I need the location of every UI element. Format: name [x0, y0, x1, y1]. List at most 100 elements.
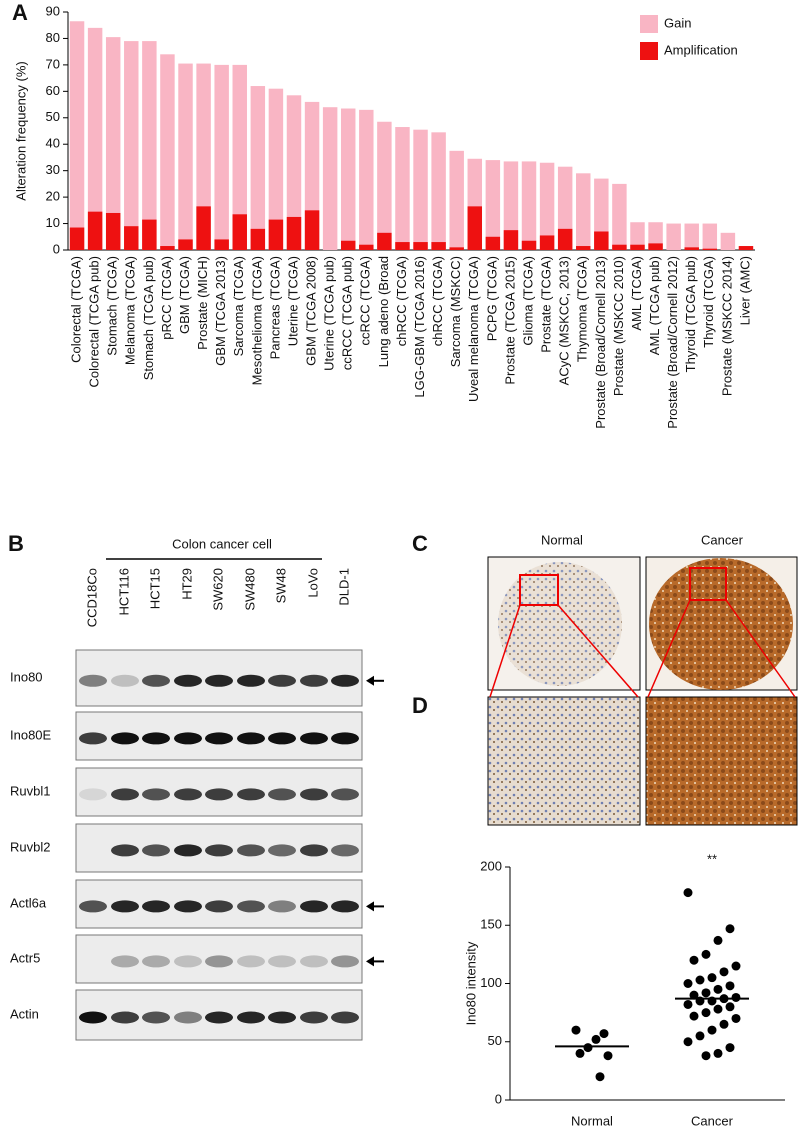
panel-letter: B [8, 531, 24, 556]
dot [713, 1048, 723, 1058]
x-tick-label: Prostate (TCGA) [539, 256, 554, 353]
bar [359, 244, 374, 250]
x-tick-label: Prostate (Broad/Cornell 2012) [665, 256, 680, 429]
legend-swatch [640, 42, 658, 60]
x-tick-label: Thymoma (TCGA) [575, 256, 590, 362]
bar [160, 246, 175, 250]
dot [575, 1048, 585, 1058]
y-tick-label: 80 [46, 30, 60, 45]
x-tick-label: GBM (TCGA) [177, 256, 192, 334]
legend-label: Gain [664, 15, 691, 30]
band [142, 844, 170, 857]
band [111, 732, 139, 745]
dot [591, 1034, 601, 1044]
row-label: Ruvbl2 [10, 839, 50, 854]
lane-label: SW620 [210, 568, 225, 611]
dot [719, 1019, 729, 1029]
dot [725, 981, 735, 991]
dot [683, 979, 693, 988]
row-label: Actr5 [10, 950, 40, 965]
band [237, 844, 265, 857]
x-tick-label: Cancer [691, 1113, 734, 1128]
dot [713, 935, 723, 945]
band [331, 900, 359, 913]
band [79, 900, 107, 913]
band [237, 1011, 265, 1024]
dot [731, 961, 741, 971]
y-tick-label: 40 [46, 136, 60, 151]
bar [738, 246, 754, 250]
bar [322, 107, 338, 250]
x-tick-label: PCPG (TCGA) [484, 256, 499, 341]
y-tick-label: 50 [46, 109, 60, 124]
band [331, 674, 359, 687]
row-label: Actin [10, 1006, 39, 1021]
dot [701, 1051, 711, 1061]
band [268, 732, 296, 745]
bar [268, 219, 284, 250]
y-tick-label: 90 [46, 3, 60, 18]
dot [599, 1029, 609, 1039]
band [142, 900, 170, 913]
band [300, 788, 328, 801]
bar [702, 223, 718, 250]
lane-label: SW480 [242, 568, 257, 611]
dot [603, 1051, 613, 1061]
arrow-head [366, 956, 374, 967]
bar [268, 88, 284, 250]
band [268, 900, 296, 913]
bar [160, 54, 175, 250]
dot [689, 990, 699, 1000]
row-label: Ino80E [10, 727, 52, 742]
bar [69, 227, 85, 250]
lane-label: HCT116 [116, 568, 131, 615]
bar [612, 244, 627, 250]
bar [702, 248, 718, 250]
annotation: ** [707, 851, 717, 866]
bar [214, 64, 229, 250]
bar [124, 226, 139, 250]
bar [449, 150, 464, 250]
lane-label: SW48 [273, 568, 288, 603]
x-tick-label: Pancreas (TCGA) [267, 256, 282, 359]
y-tick-label: 200 [480, 858, 502, 873]
y-tick-label: 10 [46, 215, 60, 230]
dot [719, 967, 729, 977]
bar [214, 239, 229, 250]
x-tick-label: Prostate (TCGA 2015) [502, 256, 517, 385]
bar [720, 232, 736, 250]
x-tick-label: Stomach (TCGA pub) [141, 256, 156, 380]
band [237, 900, 265, 913]
y-tick-label: 100 [480, 975, 502, 990]
x-tick-label: Mesothelioma (TCGA) [249, 256, 264, 385]
dot [689, 1011, 699, 1021]
panel-letter: A [12, 0, 28, 25]
bar [340, 240, 356, 250]
bar [142, 41, 157, 250]
x-tick-label: LGG-GBM (TCGA 2016) [412, 256, 427, 398]
x-tick-label: chRCC (TCGA) [394, 256, 409, 346]
dot [713, 1004, 723, 1014]
y-axis-label: Ino80 intensity [463, 941, 478, 1025]
row-label: Actl6a [10, 895, 47, 910]
bar [359, 109, 374, 250]
lane-label: CCD18Co [84, 568, 99, 627]
dot [701, 988, 711, 998]
band [300, 674, 328, 687]
band [174, 788, 202, 801]
bar [413, 242, 428, 250]
bar [395, 127, 410, 250]
x-tick-label: ccRCC (TCGA pub) [340, 256, 355, 370]
bar [648, 222, 663, 250]
x-tick-label: Uterine (TCGA pub) [322, 256, 337, 371]
bar [539, 162, 555, 250]
band [111, 788, 139, 801]
dot [683, 888, 693, 898]
bar [539, 235, 555, 250]
band [268, 1011, 296, 1024]
band [205, 955, 233, 968]
band [111, 1011, 139, 1024]
band [331, 955, 359, 968]
arrow-head [366, 675, 374, 686]
bar [521, 161, 537, 250]
